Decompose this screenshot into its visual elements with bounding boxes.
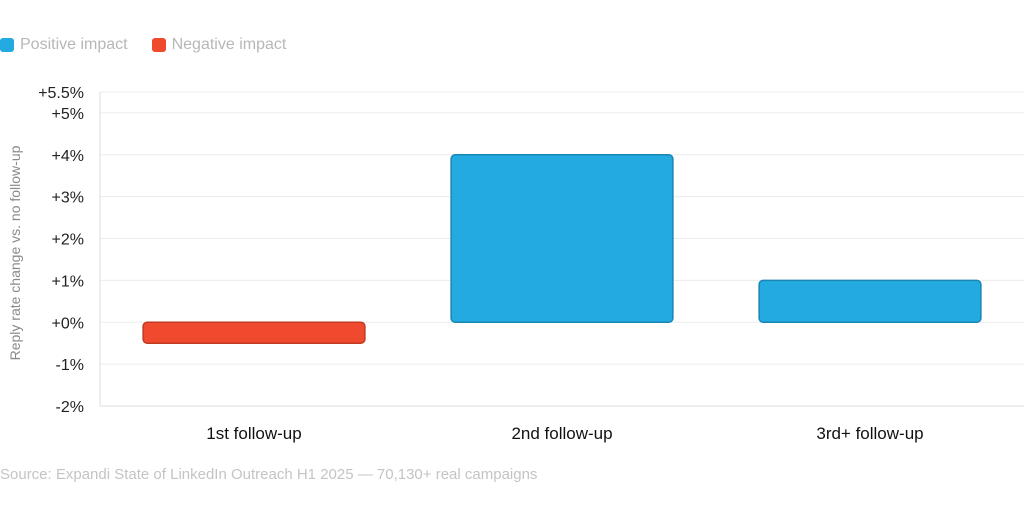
legend-label-negative: Negative impact [171,36,287,53]
x-category-label: 3rd+ follow-up [816,424,923,443]
bar-2[interactable] [450,154,674,324]
legend: Positive impact Negative impact [0,34,286,56]
legend-item-positive[interactable]: Positive impact [0,36,128,54]
bar-3[interactable] [758,279,982,324]
source-note: Source: Expandi State of LinkedIn Outrea… [0,466,538,483]
legend-label-positive: Positive impact [20,36,128,53]
y-tick-label: +2% [52,232,84,249]
bars [142,154,982,344]
x-category-label: 1st follow-up [206,424,301,443]
legend-swatch-positive [0,38,14,52]
y-tick-label: -2% [56,399,84,416]
y-axis-ticks: -2% -1% +0% +1% +2% +3% +4% +5% +5.5% [38,85,84,416]
y-tick-label: +5% [52,106,84,123]
y-tick-label: +3% [52,190,84,207]
legend-swatch-negative [151,38,166,52]
y-tick-label: +5.5% [38,85,84,102]
y-tick-label: +0% [52,315,84,332]
y-tick-label: +4% [52,148,84,165]
y-axis-label: Reply rate change vs. no follow-up [7,145,23,360]
x-axis-categories: 1st follow-up 2nd follow-up 3rd+ follow-up [206,424,923,443]
bar-1[interactable] [142,321,366,344]
x-category-label: 2nd follow-up [511,424,612,443]
y-tick-label: -1% [56,357,84,374]
y-tick-label: +1% [52,273,84,290]
legend-item-negative[interactable]: Negative impact [151,36,287,54]
